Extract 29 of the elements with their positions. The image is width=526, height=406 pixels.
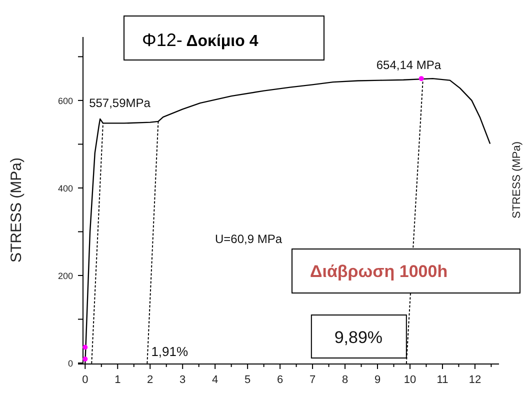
annotation: Διάβρωση 1000h bbox=[310, 262, 448, 281]
y-axis-title: STRESS (MPa) bbox=[8, 157, 25, 263]
chart-title: Φ12- Δοκίμιο 4 bbox=[142, 30, 258, 50]
y-tick-label: 400 bbox=[58, 183, 73, 194]
x-tick-label: 7 bbox=[309, 374, 316, 386]
x-tick-label: 9 bbox=[374, 374, 381, 386]
x-tick-label: 6 bbox=[276, 374, 284, 386]
x-tick-label: 12 bbox=[468, 374, 482, 386]
y-tick-label: 600 bbox=[58, 96, 73, 106]
point bbox=[82, 356, 88, 362]
annotation: 557,59MPa bbox=[89, 96, 151, 110]
x-tick-label: 10 bbox=[404, 374, 416, 386]
y2-axis-title: STRESS (MPa) bbox=[511, 141, 523, 219]
annotation: 1,91% bbox=[151, 344, 188, 359]
y-tick-label: 200 bbox=[58, 270, 73, 281]
annotation: 9,89% bbox=[334, 328, 383, 347]
x-tick-label: 4 bbox=[212, 374, 218, 386]
point bbox=[82, 344, 88, 350]
x-tick-label: 5 bbox=[244, 374, 251, 386]
annotation: U=60,9 MPa bbox=[215, 232, 282, 246]
x-tick-label: 3 bbox=[180, 374, 186, 386]
x-tick-label: 2 bbox=[147, 374, 154, 386]
annotation: 654,14 MPa bbox=[376, 58, 442, 72]
y-tick-label: 0 bbox=[68, 358, 73, 368]
x-tick-label: 0 bbox=[82, 374, 88, 386]
x-tick-label: 8 bbox=[342, 374, 348, 386]
point bbox=[418, 76, 424, 82]
x-tick-label: 11 bbox=[436, 374, 448, 386]
x-tick-label: 1 bbox=[114, 374, 121, 386]
